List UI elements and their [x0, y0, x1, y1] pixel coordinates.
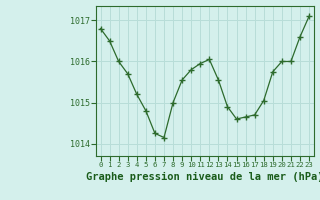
X-axis label: Graphe pression niveau de la mer (hPa): Graphe pression niveau de la mer (hPa): [86, 172, 320, 182]
